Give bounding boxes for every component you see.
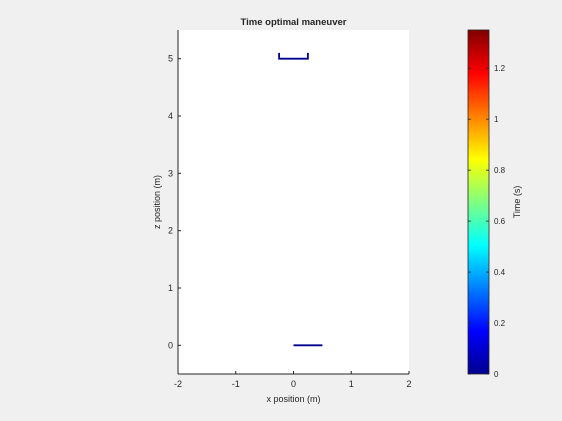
colorbar-tick-label: 0.2 [494,319,506,328]
colorbar: 0 0.2 0.4 0.6 0.8 1 1.2 Time (s) [467,29,522,379]
series-layer [278,52,323,347]
colorbar-tick-label: 0.4 [494,268,506,277]
colorbar-gradient [467,29,490,375]
y-tick-label: 2 [168,226,173,236]
series-line-1 [278,52,309,60]
x-tick-label: -1 [232,379,240,389]
colorbar-tick-label: 0 [494,370,499,379]
y-tick-label: 3 [168,168,173,178]
x-tick-label: 1 [349,379,354,389]
y-tick-label: 4 [168,111,173,121]
colorbar-ticks: 0 0.2 0.4 0.6 0.8 1 1.2 [468,64,506,379]
chart-title: Time optimal maneuver [241,17,347,28]
colorbar-label: Time (s) [512,186,522,219]
main-axes: Time optimal maneuver -2 -1 0 1 2 0 1 2 3 4 5 x p… [152,17,412,404]
y-tick-label: 5 [168,54,173,64]
colorbar-tick-label: 0.6 [494,217,506,226]
colorbar-tick-label: 0.8 [494,166,506,175]
colorbar-tick-label: 1 [494,115,499,124]
y-tick-label: 1 [168,283,173,293]
x-tick-label: -2 [174,379,182,389]
y-tick-label: 0 [168,340,173,350]
colorbar-tick-label: 1.2 [494,64,506,73]
plot-area [178,30,409,374]
x-tick-label: 0 [291,379,296,389]
y-axis-label: z position (m) [152,175,162,229]
x-axis-label: x position (m) [266,394,320,404]
x-tick-label: 2 [406,379,411,389]
